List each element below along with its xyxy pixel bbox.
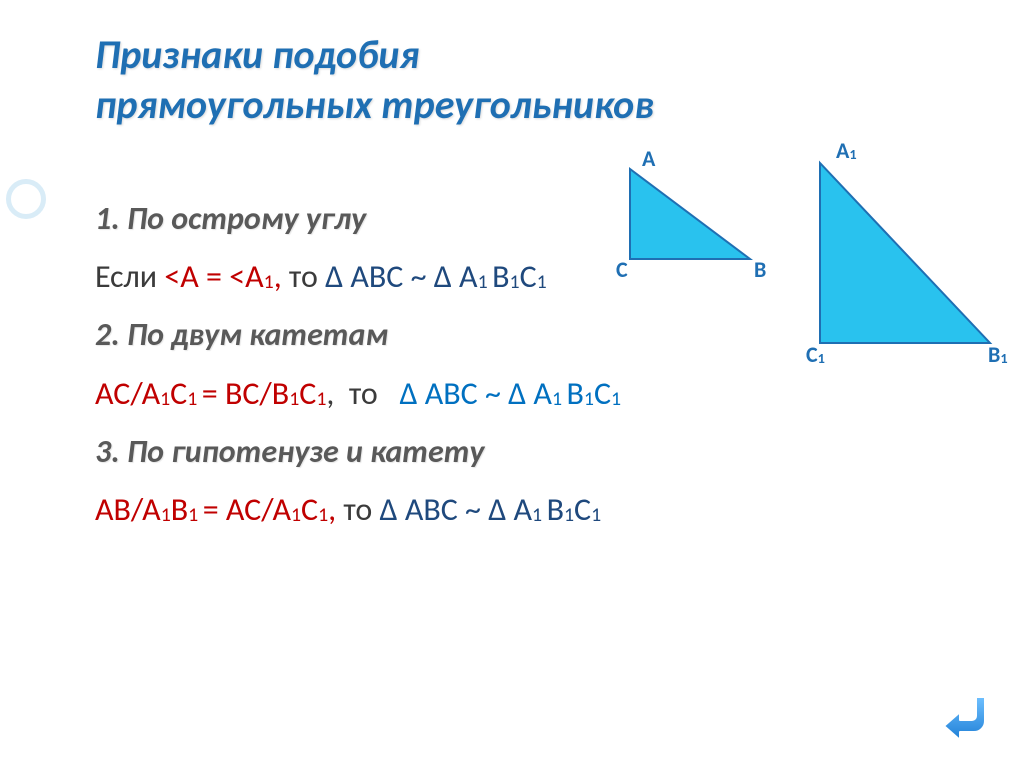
l1-c: то: [289, 257, 325, 296]
triangle-small-poly: [630, 169, 750, 259]
criterion-3-formula: AB/A1B1 = AC/A1C1, то ∆ ABC ~ ∆ A1 B1C1: [95, 481, 995, 539]
h1-text: По острому углу: [127, 199, 366, 238]
l2-a: AC/A1C1 = BC/B1C1: [95, 374, 326, 413]
triangle-small-svg: [610, 159, 770, 269]
triangles-diagram: A C B A1 C1 B1: [580, 153, 1020, 383]
l3-c: ∆ ABC ~ ∆ A1 B1C1: [380, 490, 602, 529]
triangle-big: A1 C1 B1: [800, 153, 1010, 358]
criterion-3-heading: 3. По гипотенузе и катету: [95, 423, 995, 481]
label-C: C: [616, 256, 628, 283]
triangle-big-poly: [820, 163, 990, 343]
triangle-big-svg: [800, 153, 1010, 353]
decorative-ring: [6, 179, 46, 219]
label-A: A: [642, 145, 655, 172]
h3-text: По гипотенузе и катету: [127, 432, 484, 471]
label-A1: A1: [836, 137, 857, 164]
h1-num: 1.: [95, 199, 127, 238]
label-C1: C1: [806, 341, 825, 368]
slide-title: Признаки подобия прямоугольных треугольн…: [95, 30, 964, 130]
label-B1: B1: [988, 341, 1008, 368]
h2-num: 2.: [95, 315, 127, 354]
title-line1: Признаки подобия: [95, 30, 419, 79]
l1-b: <A = <A1,: [164, 257, 289, 296]
h3-num: 3.: [95, 432, 127, 471]
title-line2: прямоугольных треугольников: [95, 80, 654, 129]
triangle-small: A C B: [610, 159, 770, 274]
l3-a: AB/A1B1 = AC/A1C1,: [95, 490, 343, 529]
label-B: B: [754, 256, 766, 283]
h2-text: По двум катетам: [127, 315, 388, 354]
l1-d: ∆ ABC ~ ∆ A1 B1C1: [325, 257, 547, 296]
return-button[interactable]: [936, 685, 998, 747]
return-icon: [936, 685, 998, 747]
l1-a: Если: [95, 257, 164, 296]
l2-b: , то: [326, 374, 399, 413]
l3-b: то: [343, 490, 379, 529]
